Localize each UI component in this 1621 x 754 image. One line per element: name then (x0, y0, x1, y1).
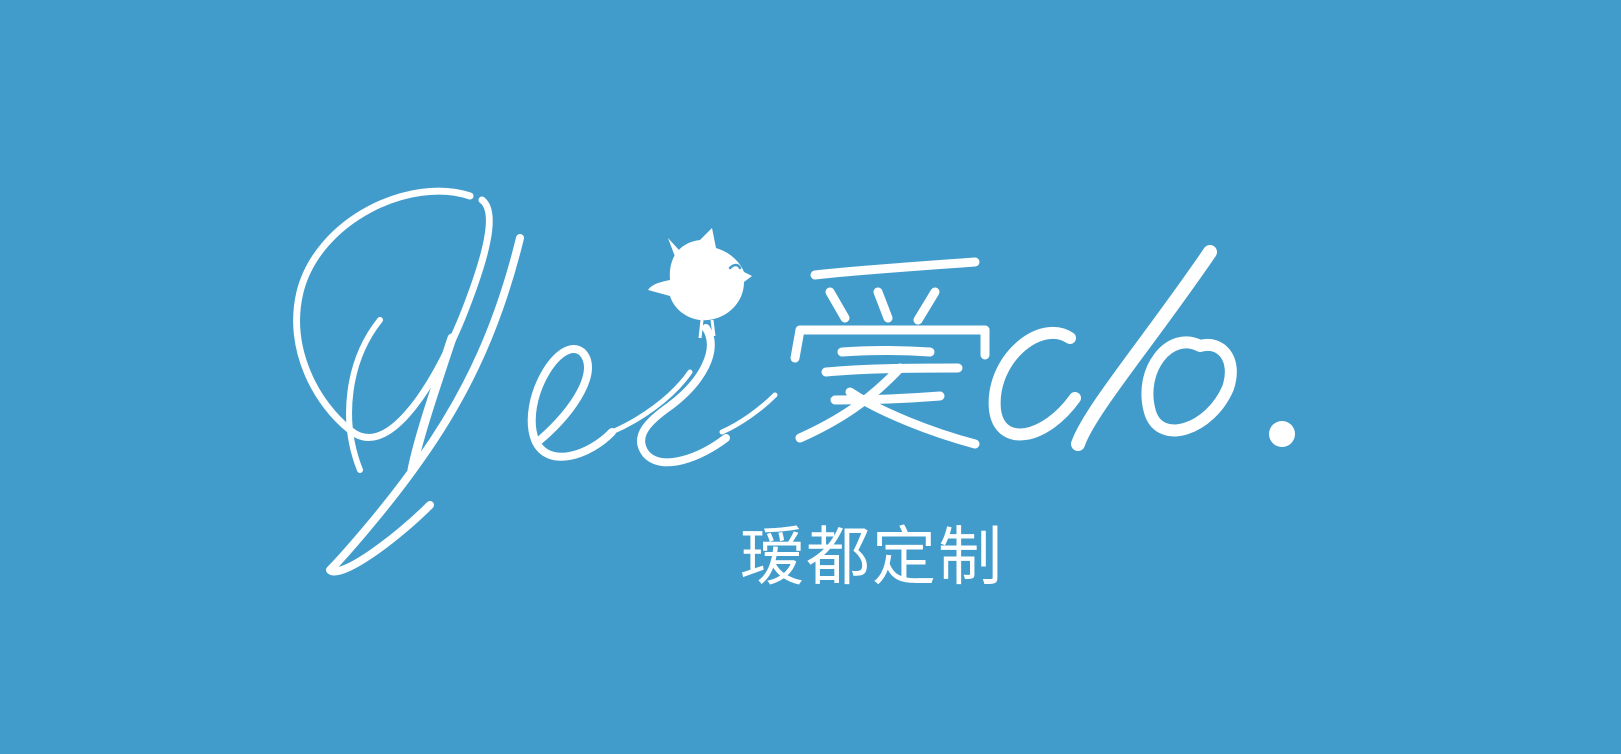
bird-icon (648, 228, 752, 339)
script-letter-s (609, 324, 778, 467)
script-letter-y (293, 187, 524, 576)
love-glyph (790, 257, 990, 449)
script-letters-do (988, 245, 1237, 451)
wordmark-period (1269, 421, 1295, 447)
brand-subtitle: 瑷都定制 (740, 521, 1004, 595)
logo-wordmark (293, 187, 1237, 576)
script-letter-e (527, 345, 616, 461)
